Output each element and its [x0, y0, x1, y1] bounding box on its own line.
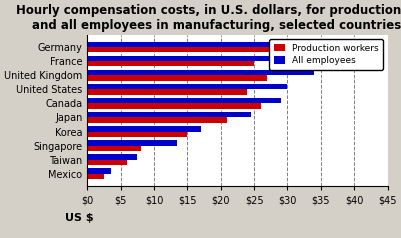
Bar: [87, 146, 141, 151]
Bar: [87, 103, 261, 109]
Bar: [87, 61, 254, 66]
Bar: [87, 154, 137, 160]
Bar: [87, 47, 314, 52]
Bar: [87, 169, 111, 174]
Bar: [87, 160, 128, 165]
Bar: [87, 140, 177, 146]
Text: US $: US $: [65, 213, 93, 223]
Bar: [87, 126, 201, 132]
Bar: [87, 132, 187, 137]
Bar: [87, 70, 314, 75]
Title: Hourly compensation costs, in U.S. dollars, for production workers
and all emplo: Hourly compensation costs, in U.S. dolla…: [16, 4, 401, 32]
Bar: [87, 118, 227, 123]
Bar: [87, 42, 361, 47]
Bar: [87, 84, 288, 89]
Bar: [87, 112, 251, 118]
Bar: [87, 75, 267, 80]
Bar: [87, 89, 247, 95]
Legend: Production workers, All employees: Production workers, All employees: [269, 39, 383, 70]
Bar: [87, 56, 314, 61]
Bar: [87, 98, 281, 103]
Bar: [87, 174, 104, 179]
